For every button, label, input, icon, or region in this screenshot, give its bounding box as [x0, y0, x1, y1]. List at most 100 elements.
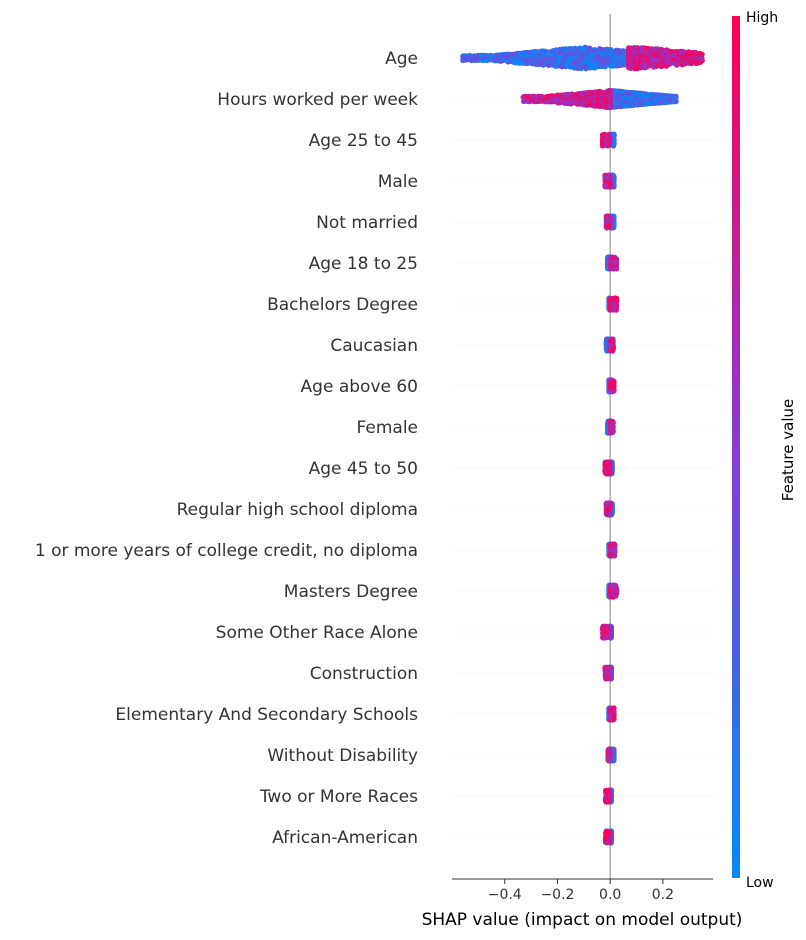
- shap-point: [668, 97, 674, 103]
- shap-point: [640, 91, 646, 97]
- shap-point: [656, 94, 662, 101]
- shap-point: [557, 50, 563, 56]
- shap-point: [570, 59, 577, 65]
- shap-point: [529, 60, 535, 66]
- shap-point: [607, 94, 613, 100]
- shap-point: [523, 52, 529, 59]
- row-gridlines: [452, 57, 713, 838]
- shap-point: [630, 57, 636, 63]
- shap-point: [460, 57, 466, 64]
- shap-point: [585, 60, 591, 66]
- shap-point: [639, 62, 645, 68]
- shap-point: [647, 61, 654, 67]
- shap-point: [604, 51, 611, 57]
- shap-point: [629, 97, 635, 103]
- shap-point: [597, 46, 603, 52]
- shap-point: [531, 98, 537, 105]
- shap-point: [622, 99, 628, 105]
- shap-point: [539, 94, 545, 100]
- shap-point: [504, 54, 510, 60]
- shap-point: [566, 99, 573, 106]
- shap-point: [473, 55, 479, 61]
- shap-point: [559, 64, 565, 70]
- shap-point: [550, 48, 556, 54]
- shap-point: [478, 52, 484, 59]
- shap-point: [549, 62, 556, 68]
- shap-point: [646, 92, 652, 98]
- shap-point: [592, 48, 598, 54]
- shap-point: [626, 62, 632, 68]
- shap-point: [689, 51, 695, 57]
- shap-point: [696, 51, 702, 57]
- shap-point: [579, 100, 585, 106]
- shap-point: [616, 88, 622, 95]
- shap-point: [521, 98, 527, 104]
- shap-point: [604, 133, 611, 139]
- shap-point: [626, 45, 632, 52]
- shap-point: [601, 90, 607, 96]
- shap-point: [560, 57, 566, 64]
- shap-point: [575, 65, 581, 71]
- shap-point: [645, 100, 651, 107]
- shap-point: [658, 61, 664, 67]
- shap-point: [650, 47, 656, 53]
- shap-point: [634, 45, 640, 51]
- shap-point: [553, 99, 559, 105]
- shap-point: [694, 60, 700, 66]
- shap-point: [592, 65, 599, 71]
- shap-point: [617, 49, 623, 55]
- shap-point: [515, 55, 522, 61]
- shap-point: [636, 100, 642, 106]
- shap-point: [520, 94, 527, 100]
- shap-point: [579, 55, 585, 61]
- shap-point: [645, 48, 651, 54]
- shap-point: [571, 49, 577, 55]
- shap-point: [613, 56, 619, 63]
- shap-point: [483, 57, 489, 63]
- shap-point: [607, 58, 613, 64]
- shap-point: [516, 59, 522, 65]
- shap-point: [684, 51, 690, 58]
- shap-point: [543, 56, 550, 62]
- shap-point: [510, 58, 516, 64]
- shap-point: [679, 49, 686, 55]
- shap-point: [560, 95, 566, 101]
- shap-point: [601, 62, 607, 68]
- shap-point: [588, 90, 594, 96]
- feature-row-points: [460, 44, 705, 72]
- shap-point: [600, 138, 606, 144]
- beeswarm-points: [460, 44, 705, 846]
- shap-point: [699, 55, 705, 61]
- shap-point: [589, 54, 595, 60]
- shap-point: [487, 52, 493, 59]
- shap-point: [579, 91, 585, 98]
- shap-point: [674, 59, 680, 65]
- shap-point: [565, 48, 571, 55]
- shap-point: [607, 141, 613, 147]
- shap-point: [548, 56, 555, 62]
- shap-point: [510, 51, 516, 57]
- shap-point: [671, 52, 677, 59]
- feature-row-points: [599, 131, 617, 149]
- shap-point: [606, 88, 612, 94]
- shap-point: [624, 90, 631, 97]
- shap-point: [621, 53, 627, 59]
- shap-point: [639, 49, 645, 55]
- shap-point: [497, 56, 503, 63]
- shap-point: [665, 51, 671, 57]
- shap-point: [538, 49, 544, 55]
- shap-point: [575, 59, 581, 65]
- shap-point: [681, 57, 687, 63]
- shap-point: [538, 60, 544, 66]
- shap-point: [664, 93, 670, 99]
- feature-row-points: [520, 88, 679, 111]
- feature-row-points: [602, 172, 617, 190]
- shap-point: [582, 46, 588, 52]
- shap-point: [631, 92, 638, 98]
- shap-point: [544, 99, 550, 105]
- shap-point: [564, 62, 570, 68]
- shap-point: [606, 103, 612, 109]
- shap-point: [595, 53, 601, 59]
- shap-point: [564, 92, 570, 98]
